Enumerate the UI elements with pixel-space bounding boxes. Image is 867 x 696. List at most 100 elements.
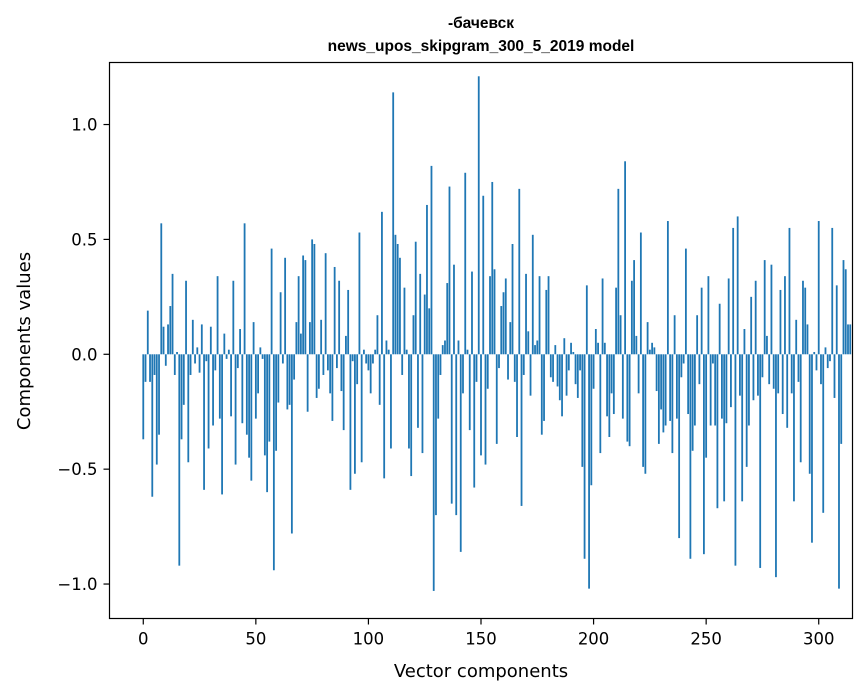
x-tick-label: 100	[353, 630, 385, 649]
bar	[646, 322, 649, 355]
bar	[365, 354, 368, 364]
bar	[662, 354, 665, 433]
bar	[732, 227, 735, 355]
bar	[716, 354, 719, 509]
bar	[601, 278, 604, 355]
bar	[390, 354, 392, 449]
bar	[610, 354, 613, 394]
bar	[687, 354, 690, 415]
bar	[660, 354, 663, 410]
bar	[511, 244, 514, 355]
bar	[250, 354, 253, 481]
bar	[847, 324, 849, 355]
bar	[648, 349, 651, 355]
bar	[779, 289, 782, 355]
bar	[603, 342, 606, 355]
bar	[750, 296, 753, 355]
bar	[612, 354, 615, 415]
bar	[766, 335, 768, 355]
bar	[378, 354, 381, 405]
bar	[439, 354, 442, 375]
bar	[446, 283, 449, 355]
bar	[405, 349, 408, 355]
bar	[714, 354, 717, 426]
bar	[284, 257, 287, 355]
bar	[266, 354, 269, 493]
bar	[808, 354, 811, 474]
bar	[396, 244, 399, 355]
bar	[520, 354, 523, 506]
bar	[333, 266, 336, 355]
bar	[630, 280, 633, 355]
bar	[214, 354, 217, 371]
bar	[275, 354, 278, 451]
bar	[410, 354, 413, 477]
bar	[270, 248, 273, 355]
bar	[696, 315, 699, 355]
bar	[279, 292, 282, 355]
bar	[759, 354, 762, 568]
bar	[653, 347, 656, 355]
y-axis-label: Components values	[14, 252, 35, 430]
bar	[308, 322, 311, 355]
bar	[462, 354, 464, 394]
bar	[707, 276, 710, 355]
bar	[513, 354, 516, 382]
bar	[160, 223, 163, 355]
bar	[448, 186, 451, 355]
bar	[320, 319, 323, 355]
bar	[579, 354, 581, 371]
bar	[158, 354, 160, 435]
bar	[761, 354, 764, 378]
bar	[317, 354, 320, 389]
x-axis-ticks: 0 50 100 150 200 250 300	[138, 618, 834, 649]
bar	[835, 285, 838, 355]
bar	[277, 354, 280, 403]
bar	[162, 326, 165, 355]
bar	[525, 273, 527, 355]
bar	[556, 354, 559, 387]
bar	[444, 340, 446, 355]
bar	[626, 354, 629, 442]
bar	[281, 354, 284, 364]
bar	[354, 354, 356, 474]
bar	[430, 165, 433, 355]
bar	[793, 354, 795, 502]
bar	[628, 354, 631, 447]
bar	[781, 354, 784, 415]
bar	[387, 349, 390, 355]
bar	[563, 338, 566, 355]
bar	[552, 354, 554, 382]
bar	[243, 223, 246, 355]
bar	[594, 329, 597, 355]
bar	[367, 354, 370, 371]
bar	[739, 354, 741, 396]
bar	[597, 342, 599, 355]
bar	[763, 260, 766, 355]
bar	[516, 354, 518, 437]
bar	[615, 287, 617, 355]
bar	[486, 354, 489, 389]
bar	[775, 354, 777, 578]
bar	[588, 354, 590, 589]
bar	[527, 331, 530, 355]
bar	[678, 354, 681, 539]
bar	[680, 354, 683, 378]
bar	[324, 253, 327, 355]
bar	[637, 354, 640, 394]
bar	[437, 354, 440, 419]
bar	[351, 354, 354, 362]
bar	[205, 354, 208, 362]
bar	[376, 315, 379, 355]
bar	[171, 273, 174, 355]
bar	[757, 354, 759, 396]
bar	[790, 354, 793, 394]
bar	[500, 306, 503, 355]
bar	[752, 354, 755, 401]
bar	[842, 260, 845, 355]
x-tick-label: 50	[245, 630, 266, 649]
bar	[592, 354, 595, 389]
bar	[664, 354, 667, 426]
bar	[241, 354, 244, 424]
bar	[572, 351, 575, 355]
